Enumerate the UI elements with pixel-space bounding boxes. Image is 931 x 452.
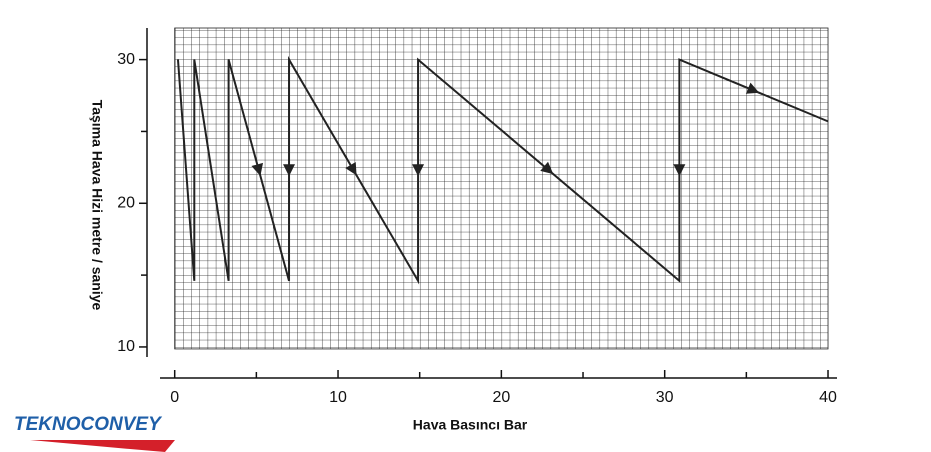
arrowhead [412, 164, 425, 177]
logo-swoosh [30, 440, 175, 452]
arrowhead [745, 82, 760, 94]
arrowhead [540, 161, 554, 175]
logo: TEKNOCONVEY [14, 414, 163, 435]
arrowhead [283, 164, 296, 177]
x-tick-label: 20 [492, 389, 510, 406]
x-tick-label: 0 [170, 389, 179, 406]
x-axis-label: Hava Basıncı Bar [413, 417, 528, 433]
y-axis-label: Taşıma Hava Hizi metre / saniye [89, 100, 105, 311]
y-tick-label: 10 [117, 338, 135, 355]
x-tick-label: 40 [819, 389, 837, 406]
arrowhead [251, 162, 264, 177]
grid [174, 27, 829, 350]
y-tick-label: 30 [117, 51, 135, 68]
grid [174, 27, 829, 350]
x-tick-label: 30 [656, 389, 674, 406]
x-tick-label: 10 [329, 389, 347, 406]
y-tick-label: 20 [117, 194, 135, 211]
arrowhead [673, 164, 686, 177]
arrowhead [345, 162, 357, 176]
